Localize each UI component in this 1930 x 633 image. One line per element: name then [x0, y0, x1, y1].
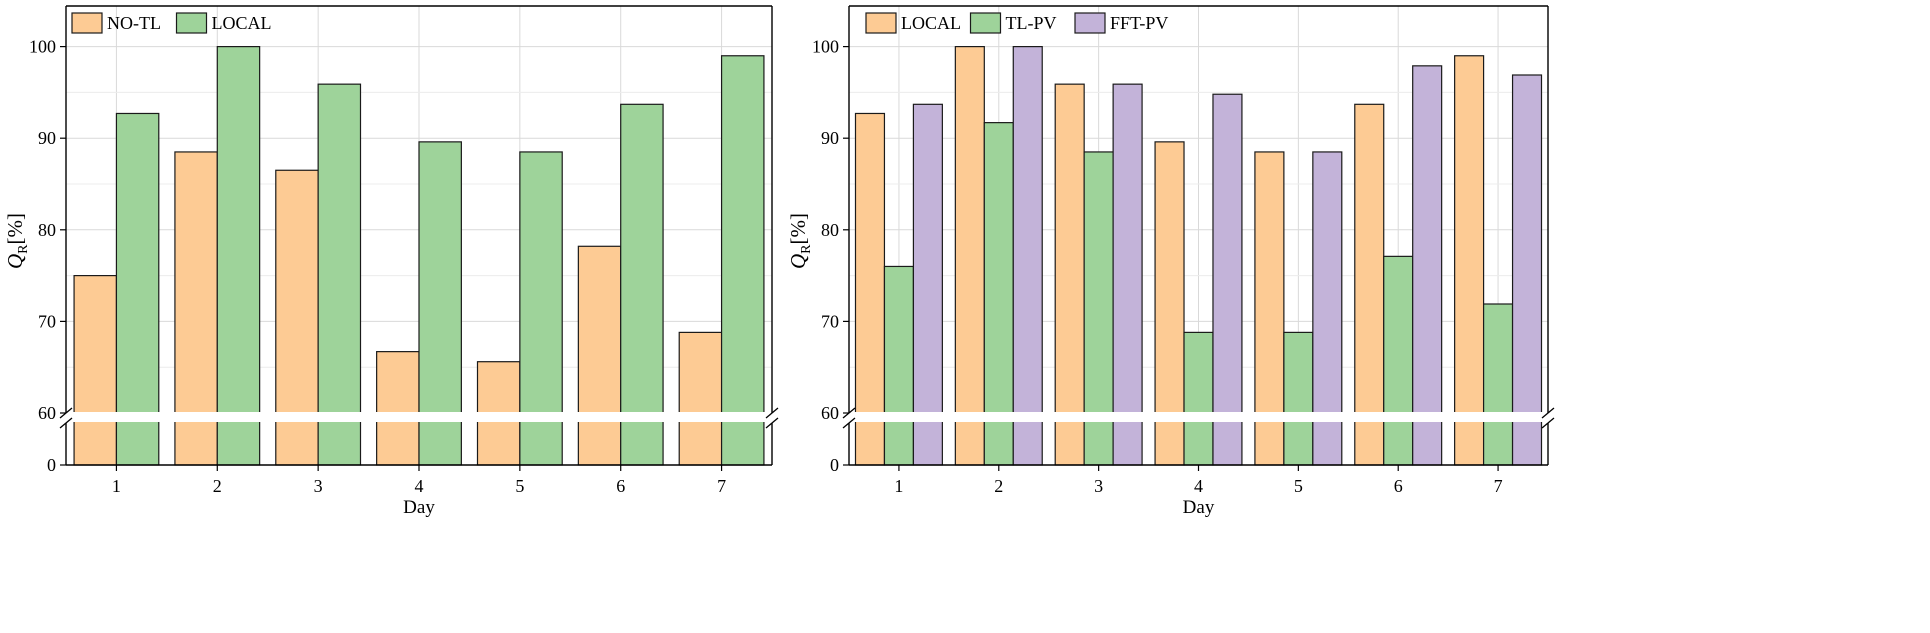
y-axis-label-unit: [%]	[786, 213, 810, 244]
legend-swatch-local	[865, 12, 897, 34]
left-chart: 0 60 70 80 90 100 1 2 3 4 5 6 7 Day QR[%] NO-TL LOCAL	[3, 5, 784, 518]
legend-swatch-local	[175, 12, 208, 34]
y-axis-label-unit: [%]	[3, 213, 27, 244]
bar-no-tl-day-1	[73, 275, 118, 466]
bar-tl-pv-day-4	[1183, 331, 1214, 466]
y-tick-label: 70	[821, 311, 839, 331]
y-axis-label-sub: R	[799, 244, 814, 254]
y-tick-label: 100	[812, 37, 839, 57]
y-tick-label: 90	[821, 128, 839, 148]
bar-local-day-3	[1054, 83, 1085, 466]
x-tick-label: 4	[1194, 476, 1203, 496]
y-tick-label: 80	[821, 220, 839, 240]
legend: NO-TL LOCAL	[71, 12, 272, 34]
bar-local-day-6	[620, 103, 664, 466]
axis-break-band	[64, 412, 784, 422]
y-tick-label: 60	[38, 403, 56, 423]
y-tick-label: 100	[29, 37, 56, 57]
y-axis-label: QR[%]	[786, 213, 814, 269]
x-tick-label: 2	[213, 476, 222, 496]
bar-no-tl-day-7	[678, 331, 723, 466]
y-tick-label: 60	[821, 403, 839, 423]
legend-label-local: LOCAL	[901, 13, 961, 33]
bar-tl-pv-day-7	[1482, 303, 1514, 466]
bar-fft-pv-day-6	[1412, 65, 1443, 466]
bar-tl-pv-day-5	[1283, 331, 1314, 466]
x-tick-label: 5	[1294, 476, 1303, 496]
bar-tl-pv-day-2	[983, 122, 1014, 466]
x-tick-label: 1	[894, 476, 903, 496]
bar-fft-pv-day-7	[1511, 74, 1543, 466]
y-tick-label: 90	[38, 128, 56, 148]
x-tick-label: 3	[314, 476, 323, 496]
x-tick-label: 7	[717, 476, 726, 496]
legend-label-tl-pv: TL-PV	[1006, 13, 1057, 33]
y-axis-label-main: Q	[3, 254, 27, 269]
legend-label-fft-pv: FFT-PV	[1110, 13, 1168, 33]
bar-local-day-6	[1354, 103, 1385, 466]
y-tick-label: 80	[38, 220, 56, 240]
legend-label-local: LOCAL	[212, 13, 272, 33]
x-tick-label: 1	[112, 476, 121, 496]
bar-fft-pv-day-2	[1012, 45, 1043, 466]
x-tick-label: 4	[415, 476, 424, 496]
bar-fft-pv-day-3	[1112, 83, 1143, 466]
bar-local-day-7	[1454, 55, 1485, 466]
y-axis-label-main: Q	[786, 254, 810, 269]
legend-label-no-tl: NO-TL	[107, 13, 161, 33]
bar-local-day-4	[418, 141, 462, 466]
legend-swatch-tl-pv	[969, 12, 1002, 34]
y-tick-label: 70	[38, 311, 56, 331]
y-axis-label-sub: R	[16, 244, 31, 254]
x-tick-label: 5	[515, 476, 524, 496]
bar-fft-pv-day-4	[1212, 93, 1243, 466]
plot-frame	[848, 5, 1549, 466]
y-tick-label: 0	[830, 455, 839, 475]
x-tick-label: 7	[1494, 476, 1503, 496]
bar-no-tl-day-4	[376, 351, 420, 466]
x-axis-label: Day	[403, 497, 435, 518]
bar-tl-pv-day-6	[1383, 255, 1414, 466]
legend: LOCAL TL-PV FFT-PV	[865, 12, 1168, 34]
x-tick-label: 6	[1394, 476, 1403, 496]
bar-local-day-2	[216, 45, 261, 466]
y-tick-label: 0	[47, 455, 56, 475]
legend-swatch-no-tl	[71, 12, 103, 34]
legend-swatch-fft-pv	[1074, 12, 1106, 34]
bars	[73, 45, 765, 466]
x-tick-label: 3	[1094, 476, 1103, 496]
bar-local-day-4	[1154, 141, 1185, 466]
bar-fft-pv-day-1	[912, 103, 943, 466]
bar-tl-pv-day-1	[883, 265, 915, 466]
right-chart: 0 60 70 80 90 100 1 2 3 4 5 6 7 Day QR[%] LOCAL TL-PV FFT…	[786, 5, 1560, 518]
bar-local-day-3	[317, 83, 362, 466]
axis-break-band	[847, 412, 1560, 422]
bars	[854, 45, 1543, 466]
x-axis-label: Day	[1183, 497, 1215, 518]
bar-local-day-7	[720, 55, 765, 466]
bar-local-day-2	[954, 45, 985, 466]
bar-no-tl-day-6	[577, 245, 622, 466]
x-tick-label: 6	[616, 476, 625, 496]
x-tick-label: 2	[994, 476, 1003, 496]
y-axis-label: QR[%]	[3, 213, 31, 269]
